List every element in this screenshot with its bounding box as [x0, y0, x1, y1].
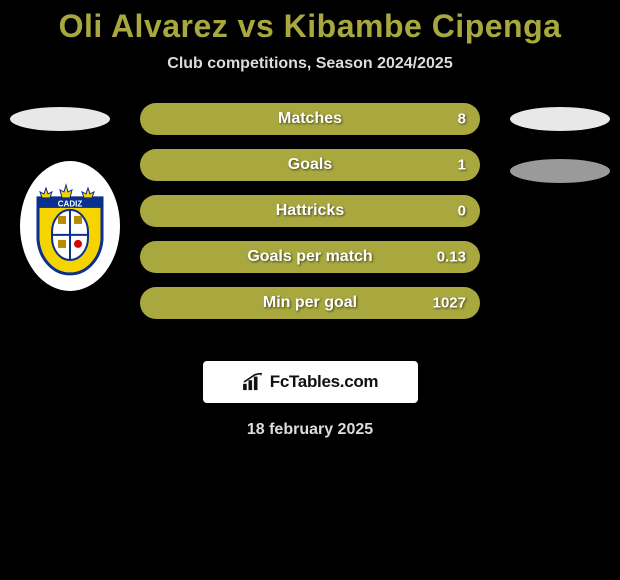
stat-label: Matches — [278, 110, 342, 128]
stat-value: 0.13 — [437, 249, 466, 266]
left-player-placeholder — [10, 107, 110, 131]
stat-bar: Min per goal 1027 — [140, 287, 480, 319]
stat-label: Hattricks — [276, 202, 344, 220]
stat-label: Min per goal — [263, 294, 357, 312]
right-club-placeholder — [510, 159, 610, 183]
right-player-placeholder — [510, 107, 610, 131]
stat-bar: Hattricks 0 — [140, 195, 480, 227]
date-text: 18 february 2025 — [0, 421, 620, 439]
subtitle: Club competitions, Season 2024/2025 — [0, 55, 620, 73]
stat-label: Goals — [288, 156, 332, 174]
stat-bars: Matches 8 Goals 1 Hattricks 0 Goals per match 0… — [140, 103, 480, 333]
svg-text:CADIZ: CADIZ — [58, 199, 83, 208]
fctables-text: FcTables.com — [270, 372, 379, 392]
stat-bar: Goals per match 0.13 — [140, 241, 480, 273]
comparison-content: CADIZ Matches 8 Goals 1 Hattricks 0 Goals per … — [0, 103, 620, 343]
page-title: Oli Alvarez vs Kibambe Cipenga — [0, 0, 620, 45]
stat-bar: Matches 8 — [140, 103, 480, 135]
stat-value: 0 — [458, 203, 466, 220]
stat-value: 8 — [458, 111, 466, 128]
fctables-branding: FcTables.com — [203, 361, 418, 403]
left-club-crest: CADIZ — [20, 161, 120, 291]
stat-label: Goals per match — [247, 248, 372, 266]
stat-value: 1 — [458, 157, 466, 174]
stat-value: 1027 — [433, 295, 466, 312]
cadiz-crest-icon: CADIZ — [34, 180, 106, 276]
fctables-logo-icon — [242, 373, 264, 391]
stat-bar: Goals 1 — [140, 149, 480, 181]
